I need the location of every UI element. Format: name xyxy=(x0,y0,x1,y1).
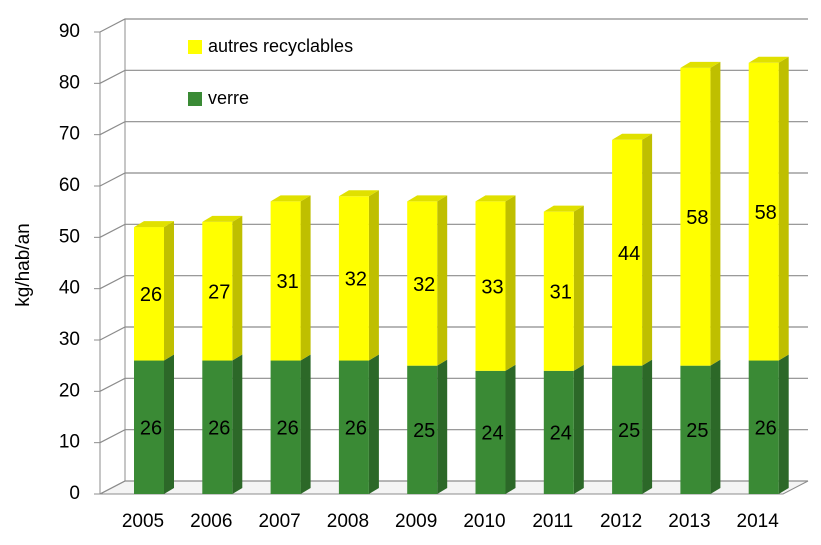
data-label: 24 xyxy=(481,423,503,445)
bar xyxy=(407,201,438,366)
data-label: 33 xyxy=(481,276,503,298)
bar-top xyxy=(338,190,379,197)
y-tick-label: 90 xyxy=(59,21,80,42)
bar xyxy=(543,370,574,494)
data-label: 27 xyxy=(208,282,230,304)
x-tick-label: 2007 xyxy=(258,511,300,532)
bar-side xyxy=(368,354,379,494)
bar-side xyxy=(300,354,311,494)
bar-top xyxy=(407,195,448,202)
bar-side xyxy=(710,61,721,366)
bar xyxy=(680,365,711,494)
data-label: 26 xyxy=(208,418,230,440)
bar-side xyxy=(437,359,448,494)
y-tick-label: 60 xyxy=(59,175,80,196)
bar-side xyxy=(710,359,721,494)
bar-side xyxy=(300,195,311,361)
y-tick-label: 0 xyxy=(69,483,80,504)
legend-swatch xyxy=(188,40,202,54)
data-label: 31 xyxy=(550,282,572,304)
data-label: 26 xyxy=(140,284,162,306)
bar xyxy=(202,221,233,361)
bar-side xyxy=(232,215,243,361)
bar-side xyxy=(573,205,584,371)
data-label: 32 xyxy=(413,274,435,296)
bar xyxy=(748,360,779,494)
x-tick-label: 2013 xyxy=(668,511,710,532)
legend-label: autres recyclables xyxy=(208,36,353,56)
data-label: 25 xyxy=(413,420,435,442)
data-label: 25 xyxy=(686,420,708,442)
bar-side xyxy=(368,190,379,361)
data-label: 24 xyxy=(550,423,572,445)
x-tick-label: 2008 xyxy=(327,511,369,532)
legend-label: verre xyxy=(208,88,249,108)
data-label: 26 xyxy=(276,418,298,440)
data-label: 58 xyxy=(755,202,777,224)
bar xyxy=(680,67,711,366)
bar-side xyxy=(505,364,516,494)
bar-top xyxy=(270,195,311,202)
data-label: 25 xyxy=(618,420,640,442)
y-tick-label: 50 xyxy=(59,226,80,247)
bar-top xyxy=(475,195,516,202)
x-tick-label: 2005 xyxy=(122,511,164,532)
bar-side xyxy=(164,354,174,494)
bar xyxy=(612,365,643,494)
data-label: 26 xyxy=(140,418,162,440)
bar xyxy=(270,201,301,361)
bar xyxy=(475,201,506,371)
bar xyxy=(134,227,164,361)
data-label: 31 xyxy=(276,271,298,293)
x-tick-label: 2014 xyxy=(737,511,780,532)
legend-swatch xyxy=(188,92,202,106)
bar xyxy=(612,139,643,366)
bar-side xyxy=(778,56,789,361)
bar xyxy=(748,62,779,361)
bar xyxy=(270,360,301,494)
grid-line xyxy=(99,18,808,33)
bar-side xyxy=(778,354,789,494)
bar xyxy=(543,211,574,371)
data-label: 26 xyxy=(755,418,777,440)
bar-side xyxy=(505,195,516,371)
bar-top xyxy=(748,56,789,63)
data-label: 58 xyxy=(686,207,708,229)
data-label: 32 xyxy=(345,269,367,291)
x-tick-label: 2012 xyxy=(600,511,642,532)
data-label: 44 xyxy=(618,243,640,265)
y-tick-label: 30 xyxy=(59,329,80,350)
bar-side xyxy=(642,359,653,494)
y-tick-label: 10 xyxy=(59,432,80,453)
bar-side xyxy=(232,354,243,494)
y-axis-label: kg/hab/an xyxy=(13,223,34,306)
y-tick-label: 80 xyxy=(59,72,80,93)
x-tick-label: 2006 xyxy=(190,511,232,532)
bar xyxy=(407,365,438,494)
bar-top xyxy=(612,133,653,140)
data-label: 26 xyxy=(345,418,367,440)
bar xyxy=(338,196,369,361)
bar-top xyxy=(680,61,721,68)
bar xyxy=(134,360,164,494)
x-tick-label: 2011 xyxy=(532,511,573,532)
bar-side xyxy=(437,195,448,366)
bar-side xyxy=(164,221,174,361)
x-tick-label: 2010 xyxy=(463,511,505,532)
bar xyxy=(202,360,233,494)
bar xyxy=(338,360,369,494)
bar-top xyxy=(202,215,243,222)
bar xyxy=(475,370,506,494)
bar-top xyxy=(543,205,584,212)
y-tick-label: 70 xyxy=(59,124,80,145)
bar-side xyxy=(642,133,653,366)
bar-side xyxy=(573,364,584,494)
x-tick-label: 2009 xyxy=(395,511,437,532)
y-tick-label: 20 xyxy=(59,380,80,401)
bar-top xyxy=(134,221,174,228)
y-tick-label: 40 xyxy=(59,278,80,299)
